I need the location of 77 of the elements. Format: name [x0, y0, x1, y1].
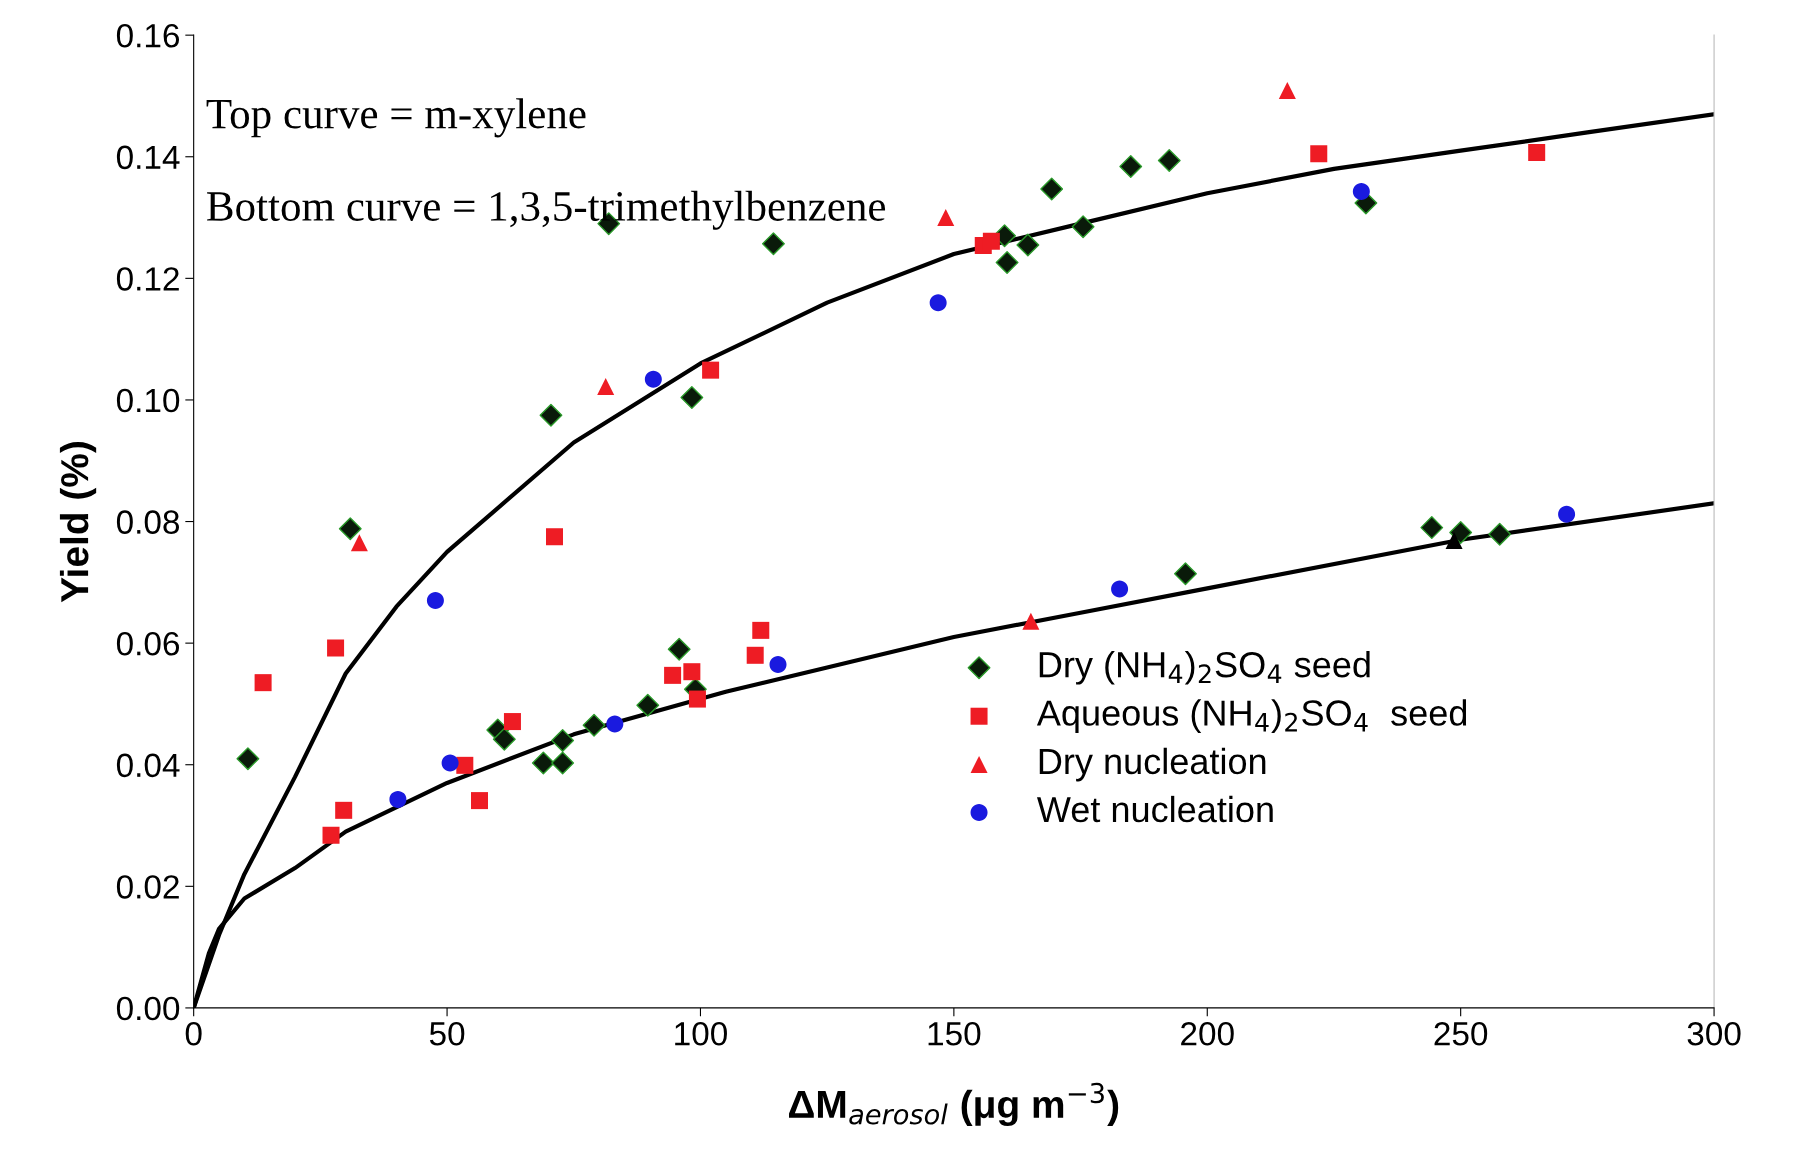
point — [426, 592, 444, 610]
point — [546, 528, 564, 546]
point — [327, 639, 345, 657]
point — [1119, 155, 1143, 178]
point — [1278, 81, 1296, 99]
x-tick-label: 100 — [675, 1021, 727, 1046]
point — [471, 792, 489, 810]
point — [441, 754, 459, 772]
legend-label: Dry nucleation — [1039, 747, 1266, 782]
point — [752, 621, 770, 639]
point — [995, 251, 1019, 274]
x-tick-label: 50 — [429, 1021, 465, 1046]
point — [667, 637, 691, 661]
point — [335, 801, 353, 819]
x-tick-label: 300 — [1687, 1021, 1741, 1046]
point — [1016, 233, 1040, 257]
point — [551, 751, 575, 775]
legend-label: Wet nucleation — [1036, 795, 1273, 823]
point — [503, 713, 521, 731]
point — [644, 370, 662, 388]
point — [1174, 562, 1197, 586]
y-tick-label: 0.04 — [116, 753, 180, 778]
x-axis-title: ΔM$_{aerosol}$ (μg m$^{−3}$) — [789, 1082, 1119, 1127]
x-tick-label: 200 — [1181, 1021, 1234, 1046]
point — [683, 663, 701, 681]
point — [1040, 177, 1064, 201]
point — [1528, 143, 1546, 161]
annotation: Bottom curve = 1,3,5-trimethylbenzene — [207, 190, 886, 230]
point — [350, 534, 368, 552]
x-tick-label: 0 — [185, 1021, 202, 1046]
legend-label: Aqueous (NH$_{4}$)$_{2}$SO$_{4}$ seed — [1036, 699, 1467, 734]
y-tick-label: 0.08 — [116, 510, 180, 534]
point — [702, 361, 720, 379]
point — [982, 232, 1000, 250]
x-tick-label: 150 — [928, 1021, 981, 1046]
point — [531, 751, 555, 775]
legend-label: Dry (NH$_{4}$)$_{2}$SO$_{4}$ seed — [1039, 650, 1370, 685]
point — [322, 826, 340, 844]
point — [1071, 215, 1095, 239]
point — [746, 646, 764, 664]
point — [551, 728, 575, 752]
point — [456, 756, 474, 774]
point — [582, 713, 606, 737]
annotation: Top curve = m-xylene — [206, 98, 586, 138]
point — [636, 693, 660, 717]
point — [1157, 148, 1181, 172]
y-tick-label: 0.14 — [116, 145, 180, 170]
point — [492, 727, 516, 751]
point — [539, 403, 563, 427]
point — [680, 386, 704, 409]
y-tick-label: 0.00 — [116, 996, 180, 1021]
point — [688, 690, 706, 708]
x-tick-label: 250 — [1434, 1021, 1488, 1046]
y-tick-label: 0.16 — [116, 23, 180, 48]
point — [1558, 505, 1576, 523]
point — [606, 715, 624, 733]
point — [1352, 182, 1370, 200]
y-tick-label: 0.06 — [116, 631, 180, 656]
point — [769, 655, 787, 673]
point — [1111, 580, 1129, 598]
point — [929, 294, 947, 312]
point — [254, 674, 272, 692]
y-tick-label: 0.12 — [116, 267, 179, 291]
point — [236, 747, 260, 771]
point — [761, 232, 785, 256]
y-tick-label: 0.02 — [116, 875, 179, 899]
point — [1310, 145, 1328, 163]
point — [389, 790, 407, 808]
point — [1022, 612, 1040, 630]
point — [937, 209, 955, 227]
y-axis-title: Yield (%) — [59, 442, 97, 603]
y-tick-label: 0.10 — [116, 388, 180, 413]
point — [1420, 516, 1444, 540]
point — [1488, 522, 1512, 546]
point — [338, 517, 362, 541]
point — [664, 666, 682, 684]
point — [597, 378, 615, 396]
